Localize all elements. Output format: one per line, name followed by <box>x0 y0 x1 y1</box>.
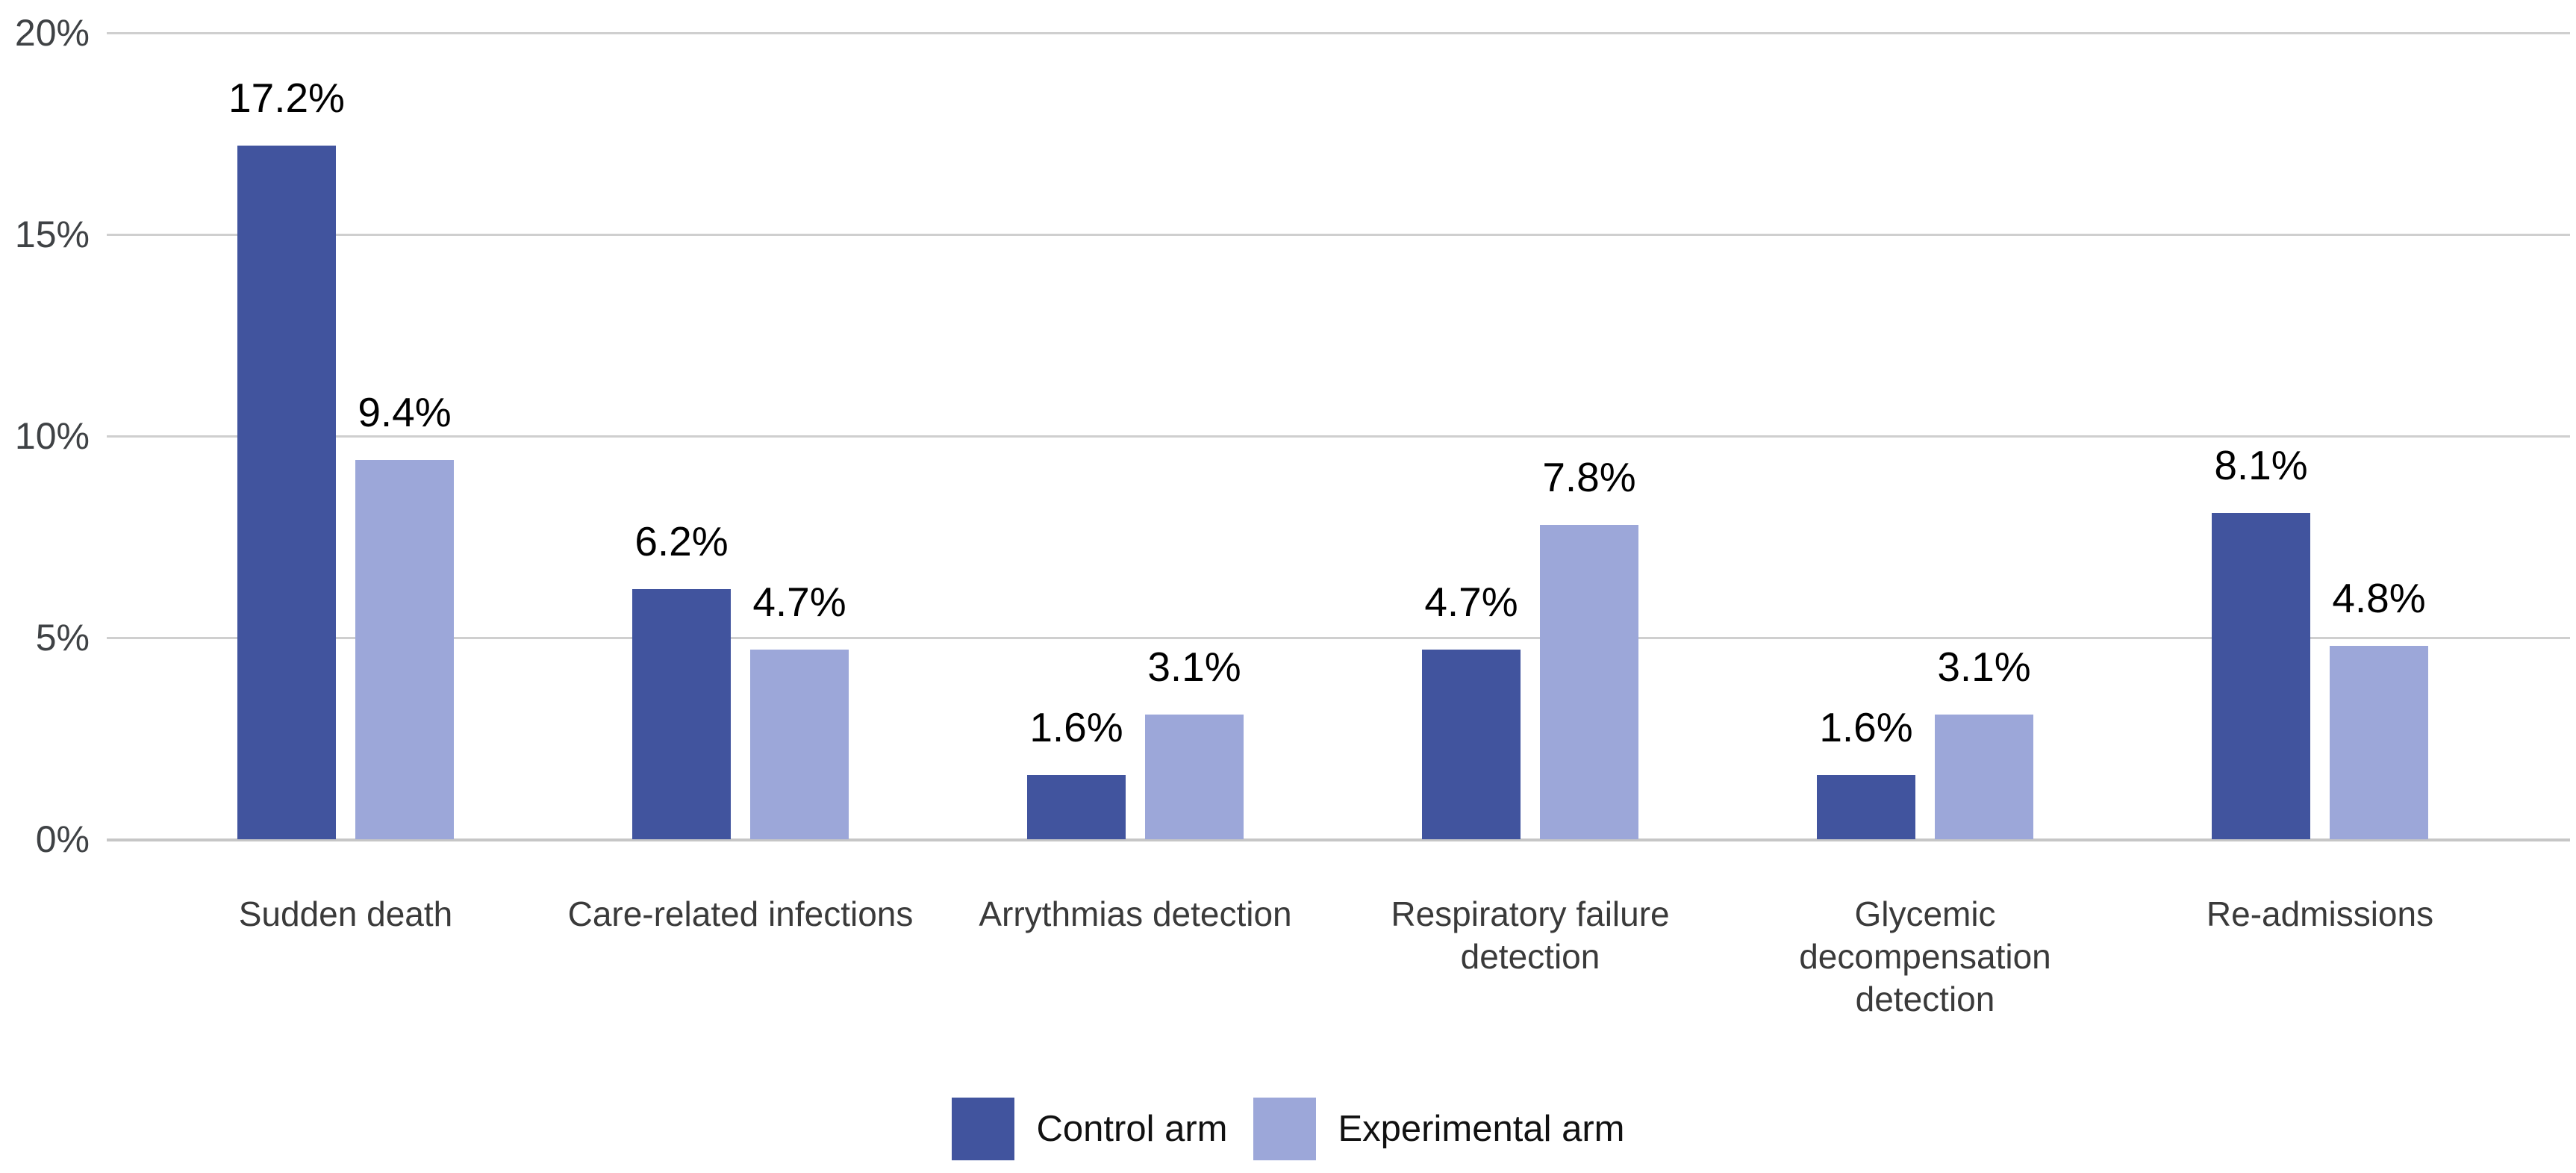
category-label: Glycemic decompensation detection <box>1799 894 2051 1018</box>
bar-value-label: 8.1% <box>2214 441 2308 488</box>
bar-value-label: 4.8% <box>2332 574 2426 621</box>
legend-item: Experimental arm <box>1253 1098 1625 1160</box>
bar-control <box>1422 650 1521 839</box>
gridline <box>107 32 2570 34</box>
bar-value-label: 6.2% <box>634 518 729 565</box>
bar-control <box>237 146 336 839</box>
bar-control <box>632 589 731 839</box>
bar-value-label: 1.6% <box>1029 703 1123 750</box>
gridline <box>107 637 2570 639</box>
y-tick-label: 5% <box>35 617 90 659</box>
bar-value-label: 7.8% <box>1542 453 1636 500</box>
bar-experimental <box>1145 714 1244 839</box>
bar-experimental <box>750 650 849 839</box>
y-tick-label: 20% <box>14 12 90 54</box>
category-label: Sudden death <box>238 894 453 933</box>
gridline <box>107 435 2570 438</box>
plot-area: 17.2% 6.2% 1.6% 4.7% 1.6% 8.1% 9.4% 4.7% 3.1% 7.8… <box>107 32 2570 841</box>
bar-value-label: 17.2% <box>228 75 345 122</box>
bar-value-label: 1.6% <box>1819 703 1913 750</box>
gridline <box>107 838 2570 841</box>
bar-value-label: 3.1% <box>1937 643 2031 690</box>
y-tick-label: 10% <box>14 415 90 457</box>
category-label: Respiratory failure detection <box>1391 894 1670 976</box>
legend-item: Control arm <box>951 1098 1228 1160</box>
bar-value-label: 3.1% <box>1147 643 1241 690</box>
legend: Control arm Experimental arm <box>0 1098 2576 1160</box>
bar-experimental <box>1540 524 1638 839</box>
legend-swatch-control <box>951 1098 1014 1160</box>
category-label: Arrythmias detection <box>979 894 1292 933</box>
bar-control <box>2212 512 2310 839</box>
bar-value-label: 4.7% <box>752 579 846 626</box>
bar-experimental <box>2330 645 2428 839</box>
bar-experimental <box>1935 714 2033 839</box>
bar-value-label: 9.4% <box>358 389 452 436</box>
category-label: Care-related infections <box>567 894 914 933</box>
bar-control <box>1817 774 1915 839</box>
legend-label: Control arm <box>1036 1109 1228 1149</box>
legend-swatch-experimental <box>1253 1098 1316 1160</box>
legend-label: Experimental arm <box>1338 1109 1625 1149</box>
bar-experimental <box>355 460 454 839</box>
y-tick-label: 0% <box>35 818 90 860</box>
category-label: Re-admissions <box>2206 894 2434 933</box>
bar-control <box>1027 774 1126 839</box>
y-tick-label: 15% <box>14 214 90 255</box>
gridline <box>107 234 2570 236</box>
bar-value-label: 4.7% <box>1424 579 1518 626</box>
